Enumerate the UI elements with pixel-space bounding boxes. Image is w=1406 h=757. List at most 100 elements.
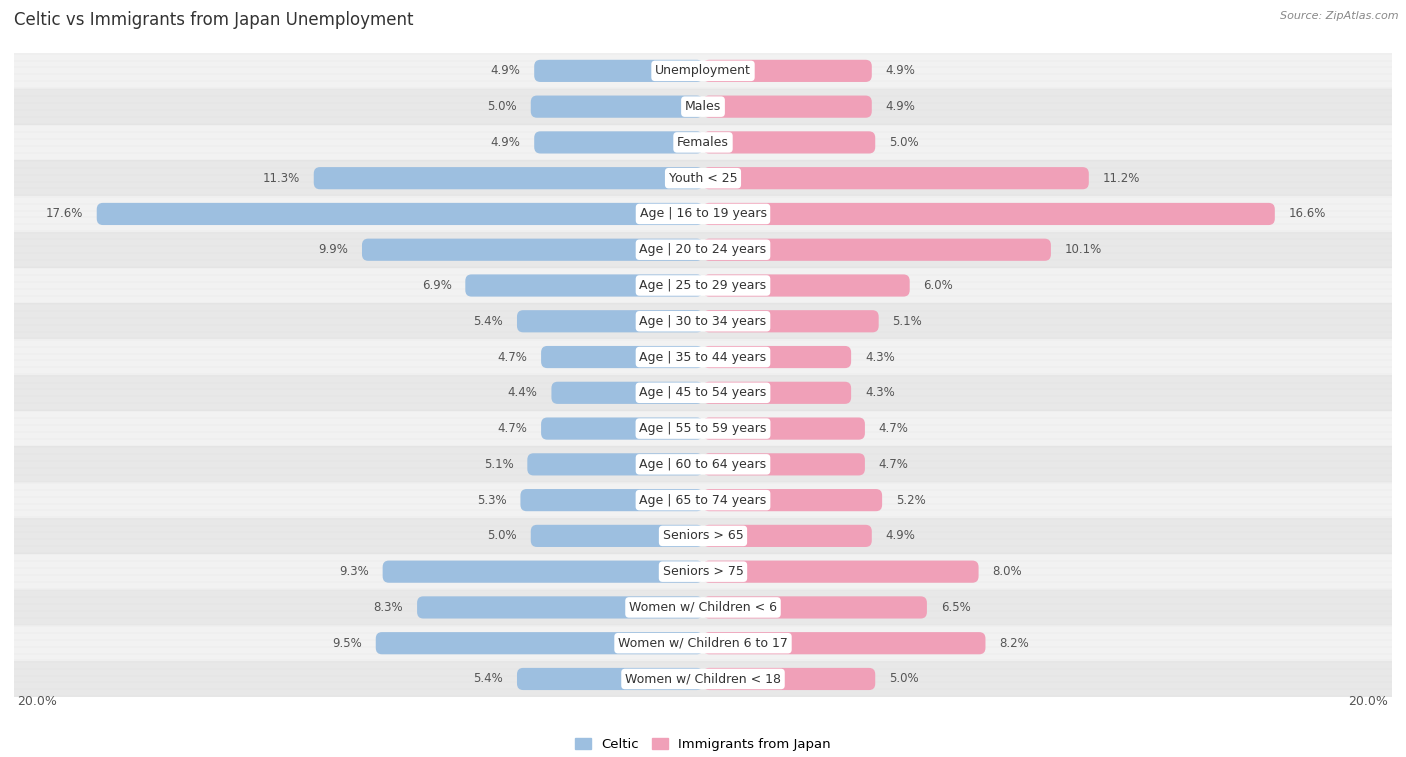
FancyBboxPatch shape (541, 346, 703, 368)
Text: Age | 45 to 54 years: Age | 45 to 54 years (640, 386, 766, 399)
Text: 9.9%: 9.9% (318, 243, 349, 256)
Text: Age | 25 to 29 years: Age | 25 to 29 years (640, 279, 766, 292)
Text: Unemployment: Unemployment (655, 64, 751, 77)
FancyBboxPatch shape (703, 203, 1275, 225)
FancyBboxPatch shape (382, 561, 703, 583)
Text: Age | 30 to 34 years: Age | 30 to 34 years (640, 315, 766, 328)
Bar (14, 339, 1392, 375)
Bar (14, 661, 1392, 697)
FancyBboxPatch shape (703, 274, 910, 297)
Text: Age | 16 to 19 years: Age | 16 to 19 years (640, 207, 766, 220)
Text: Celtic vs Immigrants from Japan Unemployment: Celtic vs Immigrants from Japan Unemploy… (14, 11, 413, 30)
Bar (14, 53, 1392, 89)
Text: 20.0%: 20.0% (1348, 695, 1389, 708)
Text: 6.9%: 6.9% (422, 279, 451, 292)
Text: Women w/ Children < 18: Women w/ Children < 18 (626, 672, 780, 686)
FancyBboxPatch shape (531, 525, 703, 547)
Bar (14, 89, 1392, 125)
FancyBboxPatch shape (703, 310, 879, 332)
FancyBboxPatch shape (527, 453, 703, 475)
FancyBboxPatch shape (375, 632, 703, 654)
FancyBboxPatch shape (541, 418, 703, 440)
Legend: Celtic, Immigrants from Japan: Celtic, Immigrants from Japan (569, 733, 837, 756)
FancyBboxPatch shape (703, 525, 872, 547)
FancyBboxPatch shape (534, 131, 703, 154)
FancyBboxPatch shape (703, 238, 1050, 261)
Bar (14, 196, 1392, 232)
FancyBboxPatch shape (703, 382, 851, 404)
FancyBboxPatch shape (551, 382, 703, 404)
FancyBboxPatch shape (97, 203, 703, 225)
Text: Source: ZipAtlas.com: Source: ZipAtlas.com (1281, 11, 1399, 21)
Bar (14, 375, 1392, 411)
Text: 8.0%: 8.0% (993, 565, 1022, 578)
Text: 4.9%: 4.9% (491, 64, 520, 77)
Text: Age | 20 to 24 years: Age | 20 to 24 years (640, 243, 766, 256)
Text: 4.9%: 4.9% (886, 529, 915, 542)
Bar (14, 268, 1392, 304)
FancyBboxPatch shape (703, 668, 875, 690)
Text: Women w/ Children < 6: Women w/ Children < 6 (628, 601, 778, 614)
Text: 16.6%: 16.6% (1289, 207, 1326, 220)
Text: 4.7%: 4.7% (498, 422, 527, 435)
Bar (14, 160, 1392, 196)
Text: 5.1%: 5.1% (484, 458, 513, 471)
Bar (14, 554, 1392, 590)
Text: 4.9%: 4.9% (886, 64, 915, 77)
FancyBboxPatch shape (703, 453, 865, 475)
FancyBboxPatch shape (361, 238, 703, 261)
Text: Seniors > 75: Seniors > 75 (662, 565, 744, 578)
Bar (14, 590, 1392, 625)
Text: 10.1%: 10.1% (1064, 243, 1102, 256)
Text: 17.6%: 17.6% (45, 207, 83, 220)
Text: 5.3%: 5.3% (477, 494, 506, 506)
Text: 4.9%: 4.9% (491, 136, 520, 149)
FancyBboxPatch shape (534, 60, 703, 82)
Text: Age | 35 to 44 years: Age | 35 to 44 years (640, 350, 766, 363)
Bar (14, 411, 1392, 447)
Text: 5.0%: 5.0% (488, 100, 517, 113)
FancyBboxPatch shape (703, 167, 1088, 189)
Text: 5.0%: 5.0% (889, 136, 918, 149)
FancyBboxPatch shape (517, 310, 703, 332)
Text: 4.3%: 4.3% (865, 350, 894, 363)
Text: 5.1%: 5.1% (893, 315, 922, 328)
Text: Females: Females (678, 136, 728, 149)
FancyBboxPatch shape (531, 95, 703, 118)
Text: Age | 60 to 64 years: Age | 60 to 64 years (640, 458, 766, 471)
Text: 5.2%: 5.2% (896, 494, 925, 506)
FancyBboxPatch shape (703, 597, 927, 618)
Text: Age | 55 to 59 years: Age | 55 to 59 years (640, 422, 766, 435)
FancyBboxPatch shape (517, 668, 703, 690)
Text: Age | 65 to 74 years: Age | 65 to 74 years (640, 494, 766, 506)
Bar (14, 232, 1392, 268)
FancyBboxPatch shape (703, 418, 865, 440)
Text: 5.0%: 5.0% (889, 672, 918, 686)
Text: 5.4%: 5.4% (474, 672, 503, 686)
FancyBboxPatch shape (418, 597, 703, 618)
Text: 4.7%: 4.7% (498, 350, 527, 363)
Text: 9.5%: 9.5% (332, 637, 361, 650)
Text: Seniors > 65: Seniors > 65 (662, 529, 744, 542)
FancyBboxPatch shape (703, 131, 875, 154)
FancyBboxPatch shape (703, 489, 882, 511)
Bar (14, 482, 1392, 518)
Bar (14, 125, 1392, 160)
Text: 6.5%: 6.5% (941, 601, 970, 614)
FancyBboxPatch shape (703, 561, 979, 583)
FancyBboxPatch shape (703, 95, 872, 118)
FancyBboxPatch shape (314, 167, 703, 189)
Text: Women w/ Children 6 to 17: Women w/ Children 6 to 17 (619, 637, 787, 650)
Text: 4.3%: 4.3% (865, 386, 894, 399)
Text: Youth < 25: Youth < 25 (669, 172, 737, 185)
Text: 11.3%: 11.3% (263, 172, 299, 185)
Text: 9.3%: 9.3% (339, 565, 368, 578)
Bar (14, 625, 1392, 661)
Bar (14, 304, 1392, 339)
Text: 20.0%: 20.0% (17, 695, 58, 708)
FancyBboxPatch shape (703, 60, 872, 82)
Text: 8.3%: 8.3% (374, 601, 404, 614)
Text: 8.2%: 8.2% (1000, 637, 1029, 650)
FancyBboxPatch shape (703, 346, 851, 368)
FancyBboxPatch shape (465, 274, 703, 297)
